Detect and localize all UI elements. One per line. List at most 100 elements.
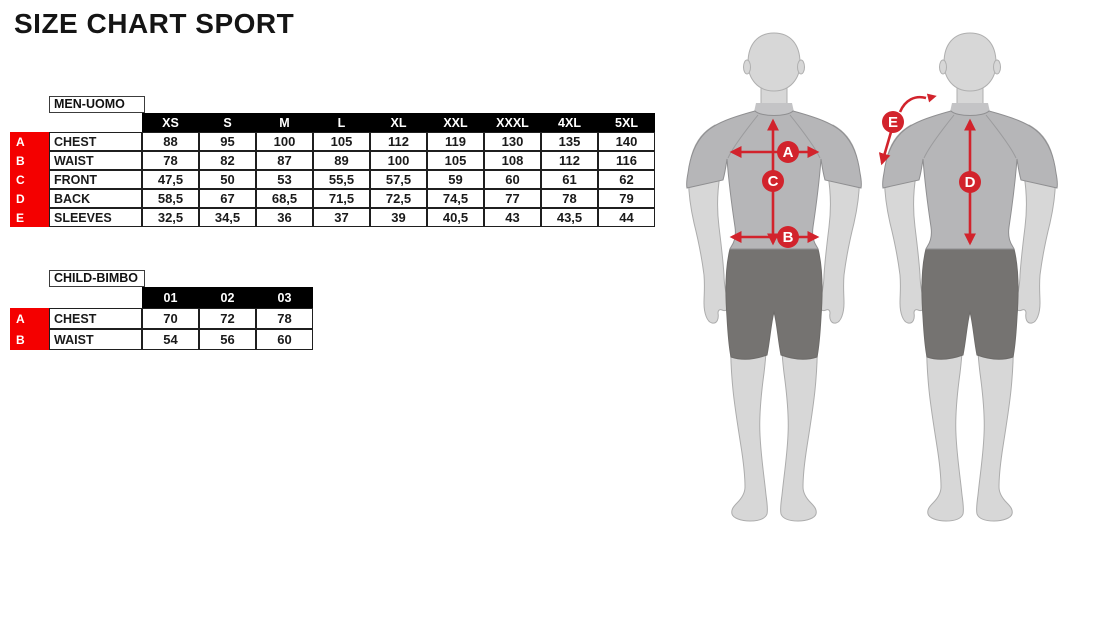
size-value: 135	[541, 132, 598, 151]
spacer-cell	[10, 113, 49, 132]
size-value: 55,5	[313, 170, 370, 189]
measure-label: CHEST	[49, 132, 142, 151]
size-value: 60	[484, 170, 541, 189]
chest-mark-badge	[777, 141, 799, 163]
size-value: 79	[598, 189, 655, 208]
size-value: 54	[142, 329, 199, 350]
size-col-header: 02	[199, 287, 256, 308]
men-table-caption: MEN-UOMO	[49, 96, 145, 113]
measure-label: BACK	[49, 189, 142, 208]
size-value: 87	[256, 151, 313, 170]
row-letter: E	[10, 208, 49, 227]
waist-mark-badge	[777, 226, 799, 248]
size-col-header: XXL	[427, 113, 484, 132]
front-mark-letter: C	[768, 173, 779, 190]
sleeve-mark-letter: E	[888, 114, 898, 131]
size-col-header: S	[199, 113, 256, 132]
sleeve-mark-badge	[882, 111, 904, 133]
size-value: 119	[427, 132, 484, 151]
size-value: 32,5	[142, 208, 199, 227]
size-value: 61	[541, 170, 598, 189]
size-value: 88	[142, 132, 199, 151]
waist-mark-letter: B	[783, 229, 794, 246]
size-value: 108	[484, 151, 541, 170]
size-col-header: M	[256, 113, 313, 132]
size-value: 36	[256, 208, 313, 227]
men-size-table: MEN-UOMO XS S M L XL XXL XXXL 4XL 5XL A CHEST 88 95 1…	[10, 96, 655, 227]
row-letter: A	[10, 132, 49, 151]
front-body-silhouette	[686, 32, 862, 522]
size-col-header: XS	[142, 113, 199, 132]
back-mark-letter: D	[965, 174, 976, 191]
size-value: 77	[484, 189, 541, 208]
size-value: 105	[427, 151, 484, 170]
front-mark-badge	[762, 170, 784, 192]
size-value: 100	[370, 151, 427, 170]
spacer-cell	[49, 113, 142, 132]
back-mark-badge	[959, 171, 981, 193]
size-value: 78	[541, 189, 598, 208]
row-letter: B	[10, 329, 49, 350]
size-value: 72	[199, 308, 256, 329]
size-value: 39	[370, 208, 427, 227]
child-table-grid: 01 02 03 A CHEST 70 72 78 B WAIST 54 56 60	[10, 287, 313, 350]
row-letter: C	[10, 170, 49, 189]
size-value: 47,5	[142, 170, 199, 189]
size-value: 105	[313, 132, 370, 151]
row-letter: B	[10, 151, 49, 170]
front-figure-diagram: A C B	[686, 32, 862, 522]
size-value: 140	[598, 132, 655, 151]
size-value: 34,5	[199, 208, 256, 227]
back-body-silhouette	[882, 32, 1058, 522]
back-figure-diagram: E D	[878, 32, 1058, 522]
size-value: 82	[199, 151, 256, 170]
size-value: 50	[199, 170, 256, 189]
measure-label: FRONT	[49, 170, 142, 189]
measure-label: WAIST	[49, 329, 142, 350]
size-value: 37	[313, 208, 370, 227]
size-value: 67	[199, 189, 256, 208]
size-col-header: XXXL	[484, 113, 541, 132]
size-value: 62	[598, 170, 655, 189]
chest-mark-letter: A	[783, 144, 794, 161]
size-value: 74,5	[427, 189, 484, 208]
size-col-header: XL	[370, 113, 427, 132]
size-col-header: 4XL	[541, 113, 598, 132]
size-value: 112	[370, 132, 427, 151]
child-size-table: CHILD-BIMBO 01 02 03 A CHEST 70 72 78 B WAIST 54 56…	[10, 270, 313, 350]
child-table-caption: CHILD-BIMBO	[49, 270, 145, 287]
size-value: 89	[313, 151, 370, 170]
men-table-grid: XS S M L XL XXL XXXL 4XL 5XL A CHEST 88 95 100 105 112 1…	[10, 113, 655, 227]
size-col-header: 03	[256, 287, 313, 308]
size-value: 112	[541, 151, 598, 170]
size-value: 43,5	[541, 208, 598, 227]
size-value: 78	[256, 308, 313, 329]
page-title: SIZE CHART SPORT	[14, 8, 295, 39]
size-value: 72,5	[370, 189, 427, 208]
sleeve-arrow-upper	[898, 95, 927, 113]
measure-label: SLEEVES	[49, 208, 142, 227]
size-value: 56	[199, 329, 256, 350]
size-value: 53	[256, 170, 313, 189]
size-value: 43	[484, 208, 541, 227]
sleeve-arrow-upper-head	[926, 93, 937, 103]
sleeve-length-arrow	[878, 131, 893, 166]
size-value: 78	[142, 151, 199, 170]
size-value: 68,5	[256, 189, 313, 208]
spacer-cell	[10, 287, 49, 308]
size-value: 60	[256, 329, 313, 350]
measure-label: CHEST	[49, 308, 142, 329]
measure-label: WAIST	[49, 151, 142, 170]
size-value: 130	[484, 132, 541, 151]
size-value: 40,5	[427, 208, 484, 227]
size-value: 58,5	[142, 189, 199, 208]
size-col-header: L	[313, 113, 370, 132]
size-value: 95	[199, 132, 256, 151]
spacer-cell	[49, 287, 142, 308]
size-value: 116	[598, 151, 655, 170]
size-col-header: 5XL	[598, 113, 655, 132]
size-value: 59	[427, 170, 484, 189]
size-value: 100	[256, 132, 313, 151]
size-value: 44	[598, 208, 655, 227]
